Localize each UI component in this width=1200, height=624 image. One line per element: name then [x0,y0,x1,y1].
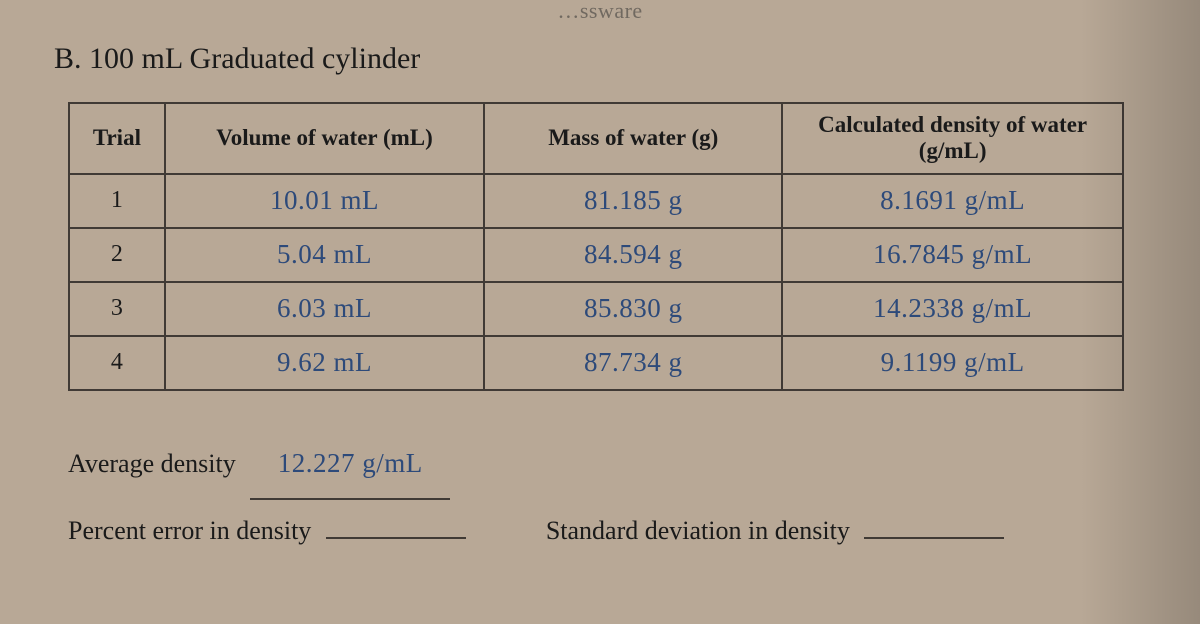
table-row: 3 6.03 mL 85.830 g 14.2338 g/mL [69,282,1123,336]
table-row: 2 5.04 mL 84.594 g 16.7845 g/mL [69,228,1123,282]
average-density-label: Average density [68,449,236,478]
cell-volume: 5.04 mL [165,228,484,282]
percent-error-label: Percent error in density [68,516,311,545]
cropped-header-text: …ssware [557,0,642,24]
col-header-mass: Mass of water (g) [484,103,782,174]
density-data-table: Trial Volume of water (mL) Mass of water… [68,102,1124,391]
summary-section: Average density 12.227 g/mL Percent erro… [68,431,1150,562]
col-header-volume: Volume of water (mL) [165,103,484,174]
section-title: B. 100 mL Graduated cylinder [54,42,1150,76]
handwritten-value: 84.594 g [584,239,683,269]
handwritten-value: 9.62 mL [277,347,372,377]
handwritten-value: 5.04 mL [277,239,372,269]
table-row: 4 9.62 mL 87.734 g 9.1199 g/mL [69,336,1123,390]
handwritten-value: 10.01 mL [270,185,379,215]
handwritten-value: 87.734 g [584,347,683,377]
std-dev-group: Standard deviation in density [546,500,1005,562]
percent-error-group: Percent error in density [68,500,466,562]
cell-mass: 81.185 g [484,174,782,228]
handwritten-value: 8.1691 g/mL [880,185,1025,215]
cell-volume: 6.03 mL [165,282,484,336]
percent-error-blank [326,535,466,539]
cell-mass: 84.594 g [484,228,782,282]
handwritten-value: 6.03 mL [277,293,372,323]
table-row: 1 10.01 mL 81.185 g 8.1691 g/mL [69,174,1123,228]
std-dev-blank [864,535,1004,539]
cell-density: 16.7845 g/mL [782,228,1123,282]
average-density-line: Average density 12.227 g/mL [68,431,1150,500]
cell-volume: 10.01 mL [165,174,484,228]
error-std-line: Percent error in density Standard deviat… [68,500,1150,562]
cell-trial: 1 [69,174,165,228]
handwritten-value: 85.830 g [584,293,683,323]
handwritten-value: 16.7845 g/mL [873,239,1032,269]
handwritten-value: 12.227 g/mL [278,448,423,478]
table-header-row: Trial Volume of water (mL) Mass of water… [69,103,1123,174]
cell-trial: 2 [69,228,165,282]
cell-trial: 4 [69,336,165,390]
handwritten-value: 81.185 g [584,185,683,215]
cell-density: 14.2338 g/mL [782,282,1123,336]
cell-trial: 3 [69,282,165,336]
handwritten-value: 14.2338 g/mL [873,293,1032,323]
cell-mass: 85.830 g [484,282,782,336]
cell-mass: 87.734 g [484,336,782,390]
std-dev-label: Standard deviation in density [546,516,850,545]
cell-density: 9.1199 g/mL [782,336,1123,390]
col-header-density: Calculated density of water (g/mL) [782,103,1123,174]
cell-density: 8.1691 g/mL [782,174,1123,228]
handwritten-value: 9.1199 g/mL [881,347,1025,377]
col-header-trial: Trial [69,103,165,174]
average-density-blank: 12.227 g/mL [250,431,450,500]
cell-volume: 9.62 mL [165,336,484,390]
